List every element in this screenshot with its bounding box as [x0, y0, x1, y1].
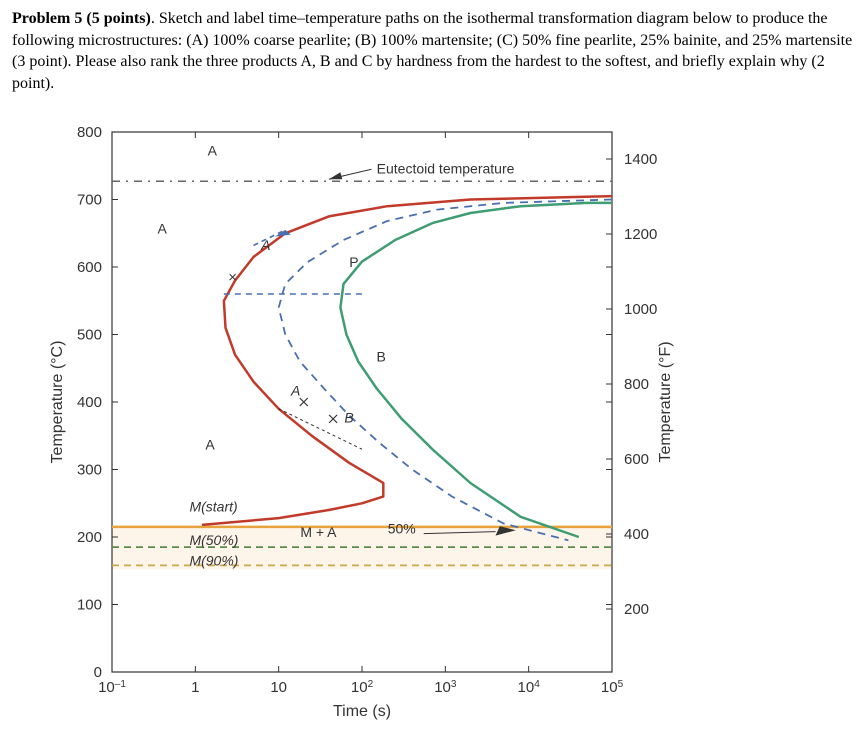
svg-text:Temperature (°F): Temperature (°F) [657, 342, 674, 463]
svg-text:800: 800 [77, 124, 102, 141]
svg-text:105: 105 [601, 679, 624, 697]
svg-text:800: 800 [624, 376, 649, 393]
svg-text:200: 200 [624, 601, 649, 618]
svg-text:103: 103 [434, 679, 457, 697]
svg-text:Temperature (°C): Temperature (°C) [49, 341, 66, 464]
svg-text:102: 102 [351, 679, 374, 697]
svg-text:100: 100 [77, 597, 102, 614]
svg-text:B: B [377, 349, 386, 365]
svg-text:1: 1 [191, 679, 199, 696]
svg-text:600: 600 [624, 451, 649, 468]
svg-text:A: A [208, 143, 218, 159]
svg-text:M + A: M + A [300, 524, 337, 540]
svg-text:1200: 1200 [624, 226, 657, 243]
svg-text:M(50%): M(50%) [189, 532, 238, 548]
problem-statement: Problem 5 (5 points). Sketch and label t… [12, 8, 854, 94]
svg-text:Eutectoid temperature: Eutectoid temperature [377, 161, 515, 177]
svg-text:600: 600 [77, 259, 102, 276]
svg-text:Time (s): Time (s) [333, 703, 391, 720]
chart-svg: 0100200300400500600700800200400600800100… [42, 112, 682, 722]
svg-text:A: A [157, 221, 167, 237]
svg-text:A: A [290, 383, 300, 399]
svg-text:1000: 1000 [624, 301, 657, 318]
svg-text:10: 10 [270, 679, 287, 696]
problem-title: Problem 5 (5 points) [12, 10, 151, 27]
svg-text:A: A [260, 238, 270, 254]
ttt-diagram: 0100200300400500600700800200400600800100… [42, 112, 682, 722]
svg-text:M(90%): M(90%) [189, 553, 238, 569]
svg-text:200: 200 [77, 529, 102, 546]
svg-text:300: 300 [77, 462, 102, 479]
svg-text:A: A [205, 437, 215, 453]
svg-text:M(start): M(start) [189, 499, 237, 515]
svg-text:700: 700 [77, 192, 102, 209]
svg-text:104: 104 [518, 679, 541, 697]
svg-text:B: B [344, 410, 353, 426]
svg-text:50%: 50% [388, 521, 416, 537]
svg-text:400: 400 [624, 526, 649, 543]
svg-text:10–1: 10–1 [98, 679, 126, 697]
svg-text:1400: 1400 [624, 151, 657, 168]
svg-text:P: P [349, 254, 358, 270]
svg-text:400: 400 [77, 394, 102, 411]
svg-text:500: 500 [77, 327, 102, 344]
